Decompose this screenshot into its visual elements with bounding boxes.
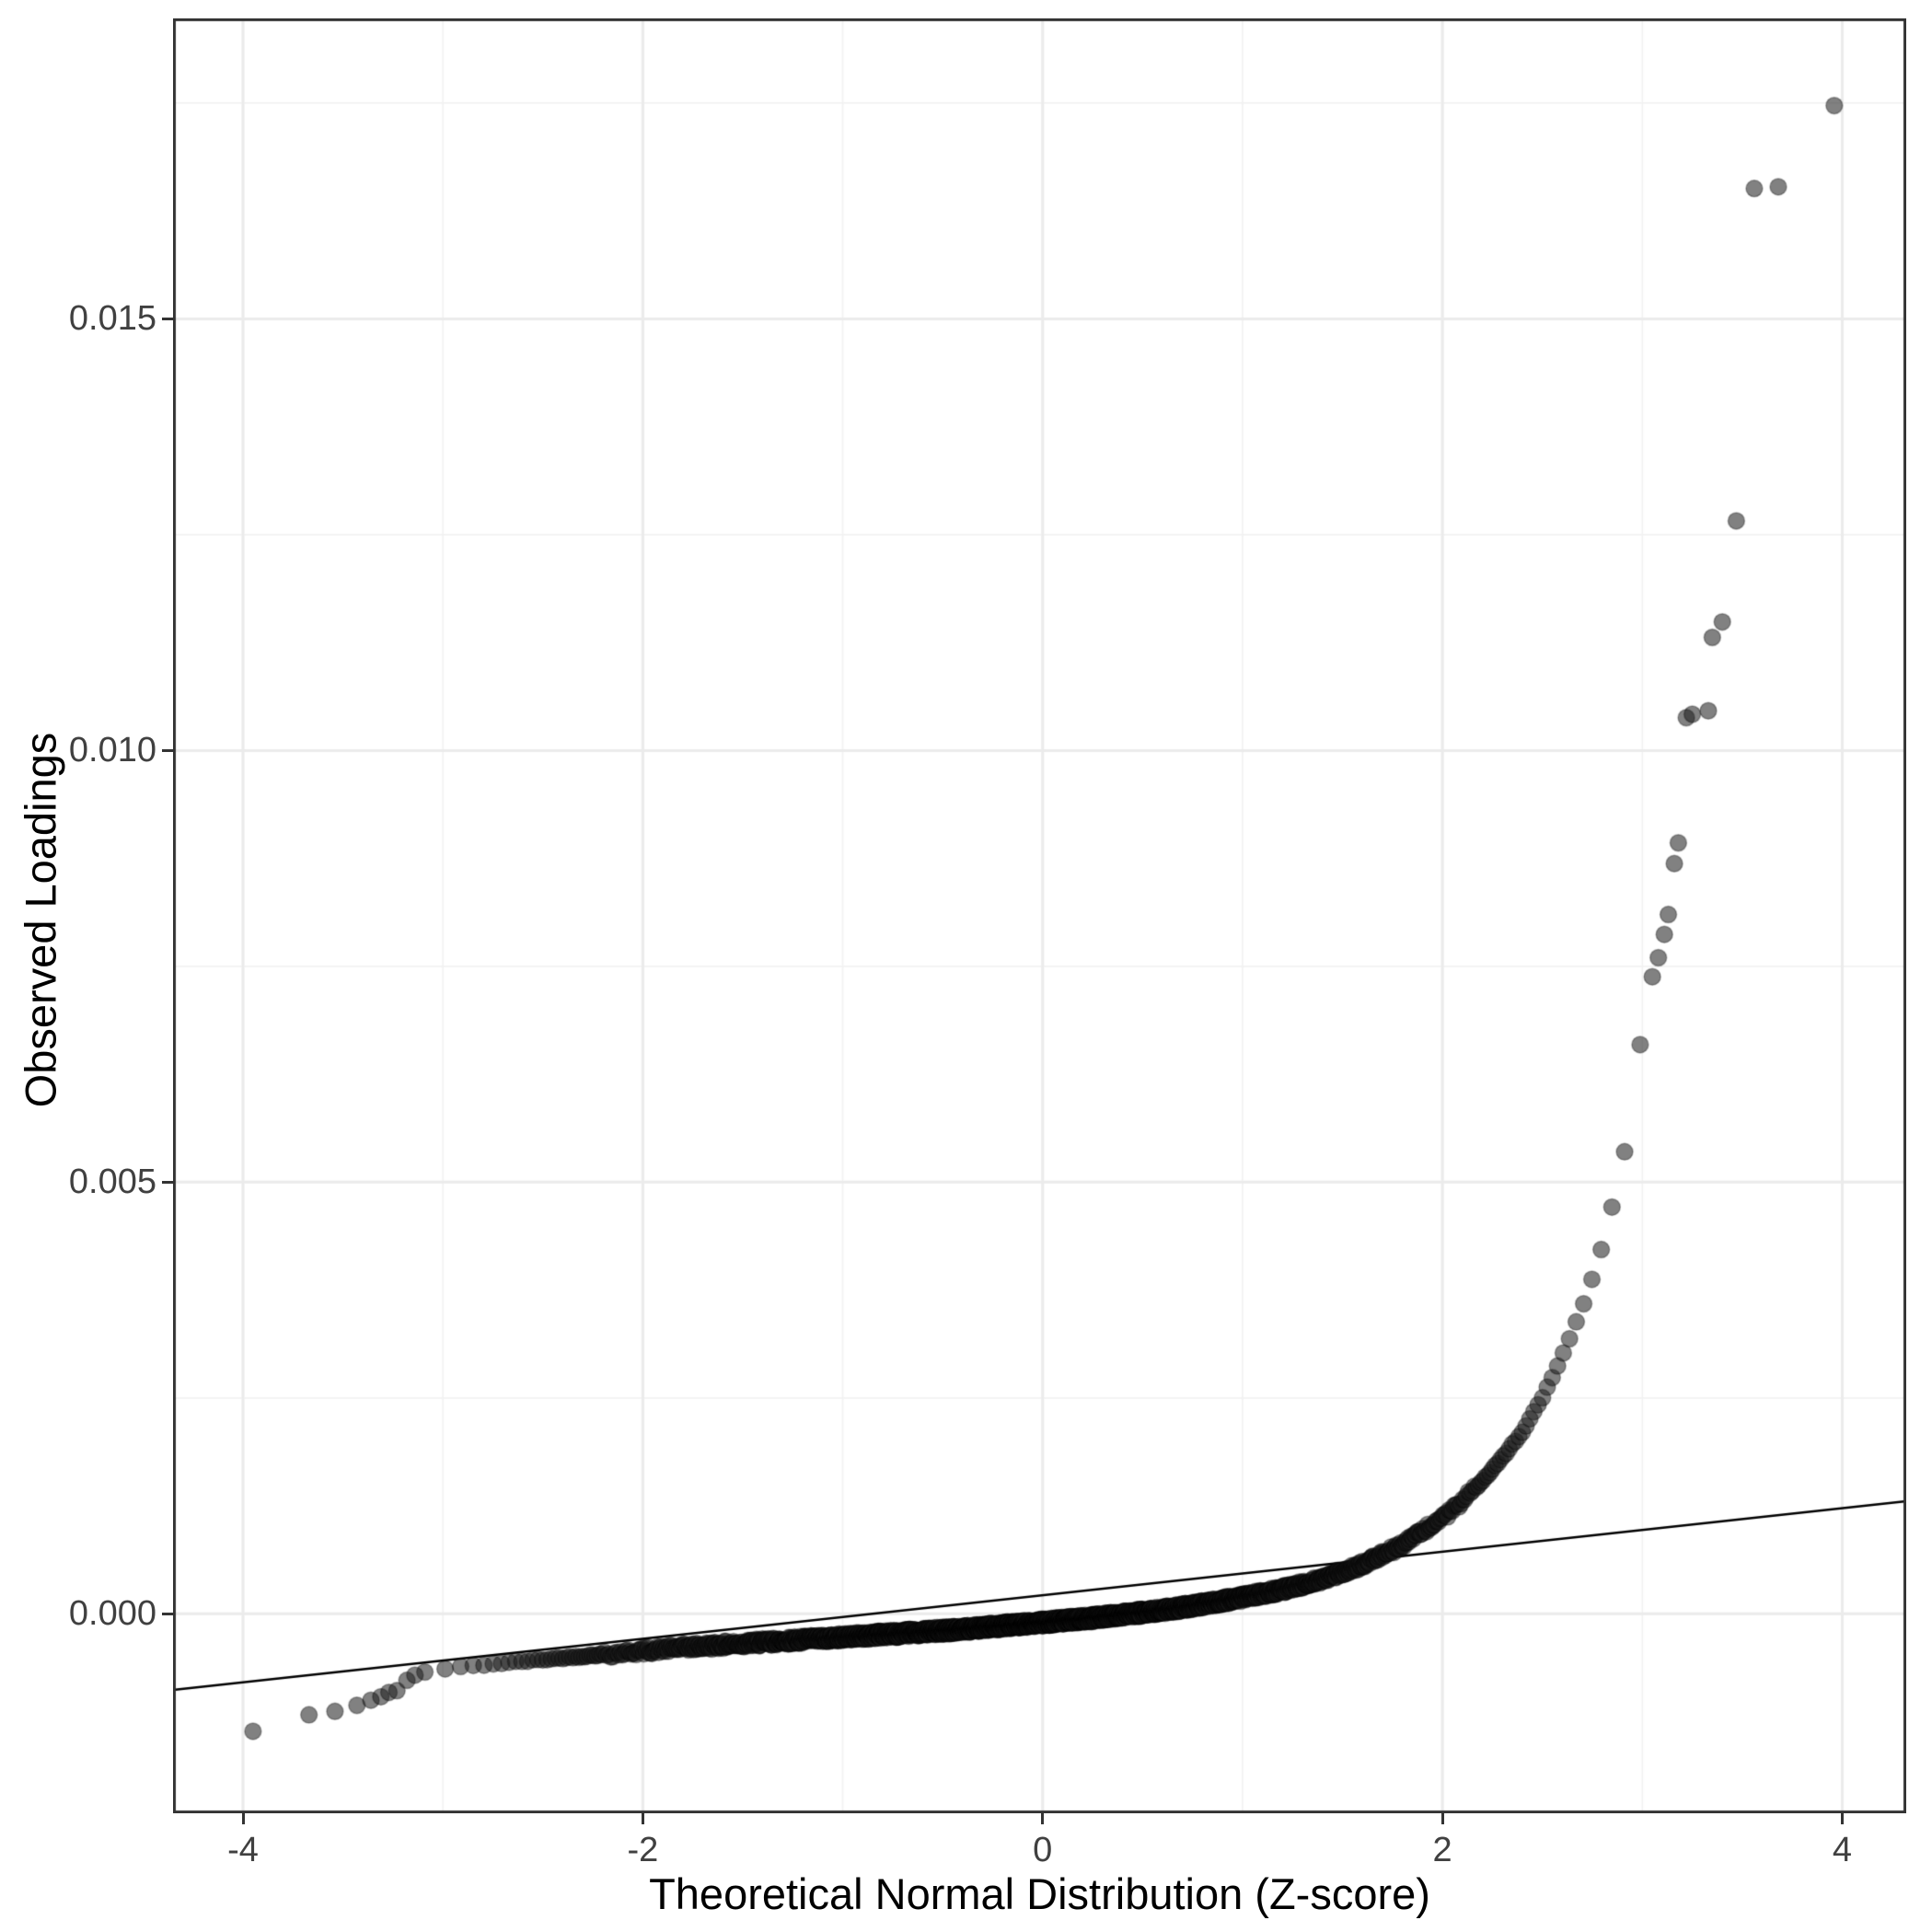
y-tick-mark [162, 1180, 173, 1184]
x-tick-mark [1841, 1813, 1844, 1824]
qq-plot-canvas [173, 18, 1906, 1813]
x-tick-mark [1440, 1813, 1444, 1824]
y-axis-title: Observed Loadings [16, 732, 65, 1108]
x-tick-mark [641, 1813, 644, 1824]
y-tick-label: 0.000 [68, 1594, 156, 1634]
x-tick-mark [241, 1813, 245, 1824]
x-tick-label: 0 [1033, 1831, 1053, 1869]
y-tick-label: 0.010 [68, 731, 156, 770]
y-tick-label: 0.005 [68, 1163, 156, 1202]
y-tick-label: 0.015 [68, 299, 156, 339]
x-tick-label: 4 [1832, 1831, 1853, 1869]
x-axis-title: Theoretical Normal Distribution (Z-score… [649, 1869, 1430, 1918]
y-tick-mark [162, 748, 173, 752]
x-tick-mark [1041, 1813, 1045, 1824]
y-tick-mark [162, 1612, 173, 1615]
x-tick-label: -2 [627, 1831, 659, 1869]
x-tick-label: 2 [1432, 1831, 1452, 1869]
x-tick-label: -4 [227, 1831, 259, 1869]
y-tick-mark [162, 317, 173, 320]
